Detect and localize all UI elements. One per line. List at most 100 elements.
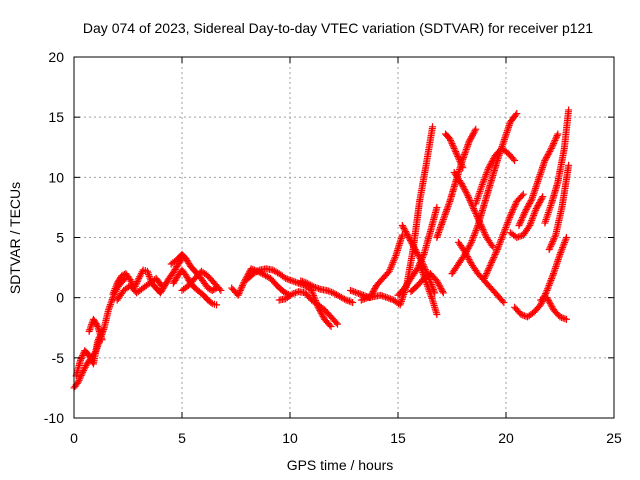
data-point	[467, 134, 475, 142]
data-point	[547, 146, 555, 154]
data-point	[302, 279, 310, 287]
data-point	[546, 278, 554, 286]
data-point	[398, 231, 406, 239]
data-point	[481, 273, 489, 281]
data-point	[342, 296, 350, 304]
data-point	[401, 226, 409, 234]
data-point	[472, 209, 480, 217]
series-arc-27	[506, 193, 547, 241]
data-point	[328, 288, 336, 296]
series-arc-28	[511, 234, 570, 321]
data-point	[486, 161, 494, 169]
data-point	[499, 230, 507, 238]
data-point	[433, 203, 441, 211]
data-point	[466, 257, 474, 265]
data-point	[315, 285, 323, 293]
data-point	[450, 144, 458, 152]
data-point	[562, 315, 570, 323]
data-point	[291, 278, 299, 286]
data-point	[514, 233, 522, 241]
series-arc-11	[275, 288, 342, 328]
data-point	[562, 235, 570, 243]
data-point	[511, 201, 519, 209]
data-point	[520, 210, 528, 218]
data-point	[484, 165, 492, 173]
data-point	[536, 197, 544, 205]
data-point	[239, 280, 247, 288]
data-point	[486, 262, 494, 270]
data-point	[465, 255, 473, 263]
data-point	[254, 267, 262, 275]
data-point	[475, 217, 483, 225]
data-point	[238, 282, 246, 290]
data-point	[85, 327, 93, 335]
data-point	[421, 274, 429, 282]
data-point	[504, 219, 512, 227]
series-arc-22	[450, 169, 497, 251]
data-point	[308, 288, 316, 296]
data-point	[467, 238, 475, 246]
data-point	[76, 356, 84, 364]
data-point	[452, 148, 460, 156]
data-point	[157, 281, 165, 289]
data-point	[433, 277, 441, 285]
data-point	[547, 144, 555, 152]
data-point	[461, 248, 469, 256]
data-point	[207, 298, 215, 306]
data-point	[143, 267, 151, 275]
data-point	[463, 251, 471, 259]
data-point	[523, 204, 531, 212]
data-point	[346, 286, 354, 294]
data-point	[76, 373, 84, 381]
data-point	[535, 200, 543, 208]
data-point	[479, 225, 487, 233]
data-point	[481, 230, 489, 238]
series-arc-18	[416, 260, 441, 319]
data-point	[547, 242, 555, 250]
data-point	[545, 149, 553, 157]
data-point	[549, 271, 557, 279]
data-point	[480, 274, 488, 282]
data-point	[541, 156, 549, 164]
data-point	[546, 300, 554, 308]
data-points	[70, 106, 573, 392]
grid-lines	[74, 57, 614, 418]
data-point	[300, 278, 308, 286]
data-point	[472, 227, 480, 235]
data-point	[435, 280, 442, 288]
data-point	[551, 136, 559, 144]
chart-title: Day 074 of 2023, Sidereal Day-to-day VTE…	[83, 20, 593, 36]
data-point	[543, 294, 551, 302]
data-point	[311, 283, 319, 291]
y-tick-label: 15	[48, 109, 64, 125]
data-point	[470, 205, 478, 213]
data-point	[544, 150, 552, 158]
data-point	[238, 283, 246, 291]
data-point	[404, 232, 412, 240]
data-point	[486, 162, 494, 170]
data-point	[483, 268, 491, 276]
series-arc-8	[178, 267, 225, 294]
data-point	[422, 277, 430, 285]
data-point	[438, 286, 446, 294]
data-point	[464, 254, 472, 262]
data-point	[134, 276, 142, 284]
data-point	[353, 289, 361, 297]
data-point	[484, 266, 492, 274]
data-point	[471, 230, 479, 238]
data-point	[135, 274, 143, 282]
data-point	[500, 227, 508, 235]
data-point	[468, 133, 476, 141]
data-point	[77, 355, 85, 363]
data-point	[355, 289, 363, 297]
data-point	[545, 246, 553, 254]
data-point	[415, 252, 423, 260]
data-point	[560, 240, 568, 248]
data-point	[499, 232, 507, 240]
y-tick-label: 0	[56, 290, 64, 306]
data-point	[453, 151, 461, 159]
data-point	[472, 211, 480, 219]
data-point	[490, 155, 498, 163]
x-tick-label: 20	[498, 430, 514, 446]
